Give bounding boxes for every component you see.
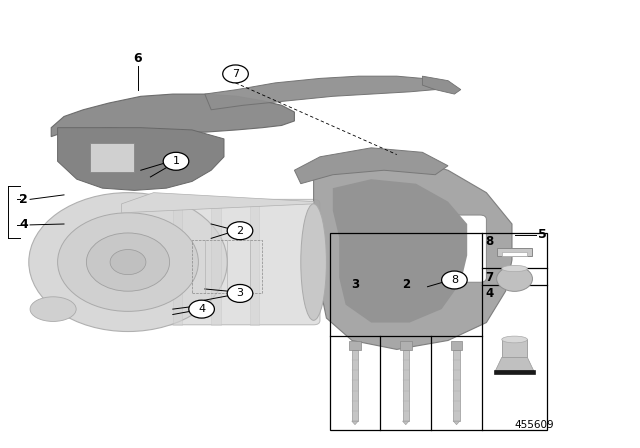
FancyBboxPatch shape — [403, 215, 486, 282]
Circle shape — [442, 271, 467, 289]
Bar — [349, 341, 361, 350]
Polygon shape — [495, 358, 534, 371]
Ellipse shape — [502, 265, 527, 271]
Text: 3: 3 — [351, 278, 359, 291]
Bar — [403, 350, 409, 421]
Circle shape — [58, 213, 198, 311]
Bar — [250, 204, 259, 325]
Bar — [494, 370, 535, 375]
Bar — [451, 341, 462, 350]
Text: 8: 8 — [451, 275, 458, 285]
Ellipse shape — [502, 336, 527, 343]
Circle shape — [86, 233, 170, 291]
Bar — [502, 252, 527, 256]
Text: 2: 2 — [236, 226, 244, 236]
Text: 4: 4 — [198, 304, 205, 314]
Circle shape — [163, 152, 189, 170]
Polygon shape — [205, 76, 435, 110]
Text: 4: 4 — [485, 287, 493, 300]
Bar — [497, 248, 532, 256]
Circle shape — [223, 65, 248, 83]
Circle shape — [29, 193, 227, 332]
Bar — [211, 204, 221, 325]
Circle shape — [497, 266, 532, 291]
Circle shape — [110, 250, 146, 275]
Polygon shape — [122, 193, 314, 213]
Polygon shape — [352, 421, 358, 425]
Bar — [173, 204, 182, 325]
Polygon shape — [294, 148, 448, 184]
FancyBboxPatch shape — [115, 199, 320, 325]
Text: 3: 3 — [237, 289, 243, 298]
Bar — [453, 350, 460, 421]
Polygon shape — [58, 128, 224, 190]
Bar — [502, 340, 527, 358]
Polygon shape — [314, 157, 512, 349]
Polygon shape — [333, 179, 467, 323]
Text: 7: 7 — [485, 271, 493, 284]
Bar — [400, 341, 412, 350]
Ellipse shape — [30, 297, 76, 322]
Circle shape — [227, 284, 253, 302]
Text: 8: 8 — [485, 235, 493, 248]
Text: 7: 7 — [232, 69, 239, 79]
Text: 455609: 455609 — [514, 420, 554, 430]
Bar — [90, 143, 134, 172]
Text: 2: 2 — [402, 278, 410, 291]
Text: 2: 2 — [19, 193, 28, 206]
Circle shape — [189, 300, 214, 318]
Bar — [352, 350, 358, 421]
Text: 6: 6 — [133, 52, 142, 65]
Text: 4: 4 — [19, 218, 28, 232]
Text: 1: 1 — [173, 156, 179, 166]
Circle shape — [227, 222, 253, 240]
Text: 1: 1 — [452, 278, 461, 291]
Bar — [192, 240, 262, 293]
Ellipse shape — [301, 204, 326, 320]
Polygon shape — [403, 421, 409, 425]
Polygon shape — [51, 94, 294, 137]
Text: 5: 5 — [538, 228, 547, 241]
Bar — [330, 233, 547, 430]
Polygon shape — [453, 421, 460, 425]
Polygon shape — [422, 76, 461, 94]
